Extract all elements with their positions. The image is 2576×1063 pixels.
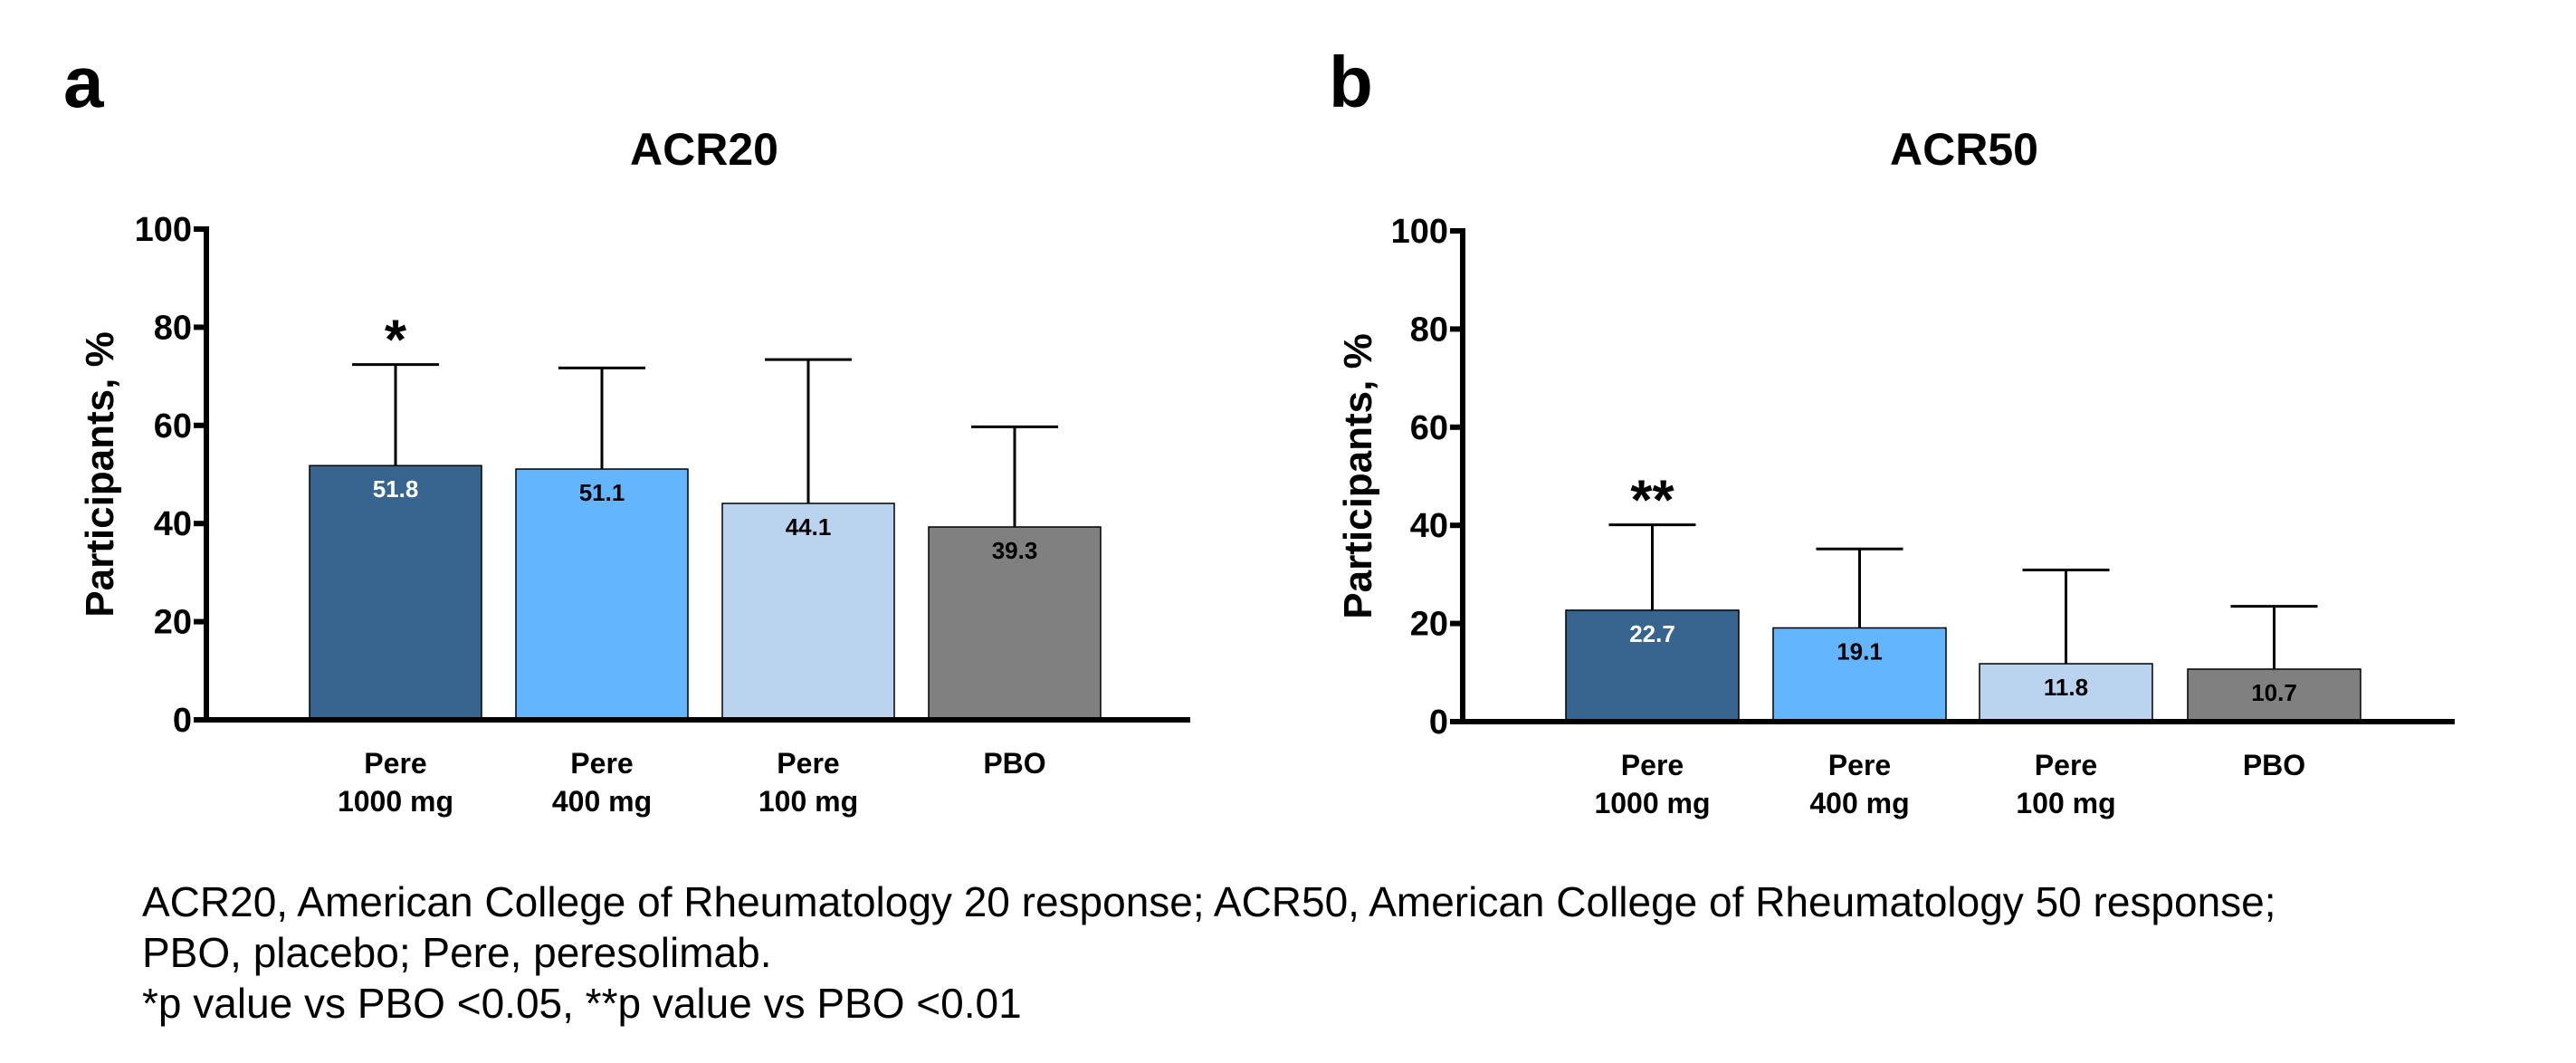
significance-marker: **: [1630, 470, 1674, 532]
category-label: 1000 mg: [338, 785, 453, 818]
category-label: Pere: [2035, 749, 2097, 781]
bar: [515, 468, 689, 721]
category-label: Pere: [1621, 749, 1684, 781]
bar: [309, 464, 482, 721]
panel-letter: b: [1329, 42, 1373, 122]
bar: [2187, 668, 2361, 723]
category-label: Pere: [364, 747, 426, 780]
data-label: 39.3: [992, 537, 1038, 564]
category-label: PBO: [983, 747, 1045, 780]
y-tick-label: 100: [1391, 213, 1448, 251]
data-label: 22.7: [1629, 620, 1675, 647]
chart-panel-a: a ACR20 Participants, % 51.8 * Pere 1000 mg 51.…: [63, 42, 1190, 818]
y-tick-label: 60: [1410, 409, 1448, 447]
bar: [1772, 627, 1947, 723]
category-label: 400 mg: [1809, 787, 1909, 819]
y-axis-label: Participants, %: [1336, 333, 1380, 618]
significance-marker: *: [385, 310, 407, 372]
y-tick-label: 80: [154, 309, 192, 347]
caption-line-2: PBO, placebo; Pere, peresolimab.: [142, 929, 772, 976]
y-tick-label: 0: [173, 702, 192, 740]
category-label: 100 mg: [758, 785, 858, 818]
y-tick-label: 0: [1429, 704, 1448, 742]
caption-line-3: *p value vs PBO <0.05, **p value vs PBO …: [142, 980, 1022, 1027]
y-tick-label: 80: [1410, 311, 1448, 349]
y-axis-label: Participants, %: [78, 331, 122, 617]
y-tick-label: 20: [1410, 606, 1448, 644]
caption-line-1: ACR20, American College of Rheumatology …: [142, 878, 2276, 925]
chart-title: ACR50: [1890, 124, 2038, 175]
bar: [721, 503, 895, 721]
category-label: Pere: [570, 747, 633, 780]
y-tick-label: 20: [154, 604, 192, 642]
figure-caption: ACR20, American College of Rheumatology …: [142, 876, 2532, 1029]
data-label: 10.7: [2251, 679, 2297, 706]
panel-letter: a: [63, 42, 104, 122]
category-label: 100 mg: [2016, 787, 2115, 819]
data-label: 44.1: [786, 513, 832, 541]
category-label: 1000 mg: [1594, 787, 1710, 819]
bar: [1979, 663, 2153, 723]
chart-panel-b: b ACR50 Participants, % 22.7 ** Pere 1000 mg 19…: [1329, 42, 2455, 819]
data-label: 11.8: [2044, 674, 2088, 701]
y-tick-label: 100: [135, 211, 192, 249]
category-label: PBO: [2243, 749, 2305, 781]
data-label: 19.1: [1837, 637, 1883, 665]
bar: [928, 526, 1102, 721]
data-label: 51.1: [579, 479, 625, 506]
category-label: Pere: [777, 747, 839, 780]
bar: [1565, 609, 1740, 723]
category-label: 400 mg: [552, 785, 652, 818]
chart-title: ACR20: [630, 124, 778, 175]
data-label: 51.8: [373, 475, 419, 503]
y-tick-label: 60: [154, 407, 192, 445]
y-tick-label: 40: [154, 505, 192, 543]
y-tick-label: 40: [1410, 507, 1448, 545]
category-label: Pere: [1828, 749, 1891, 781]
